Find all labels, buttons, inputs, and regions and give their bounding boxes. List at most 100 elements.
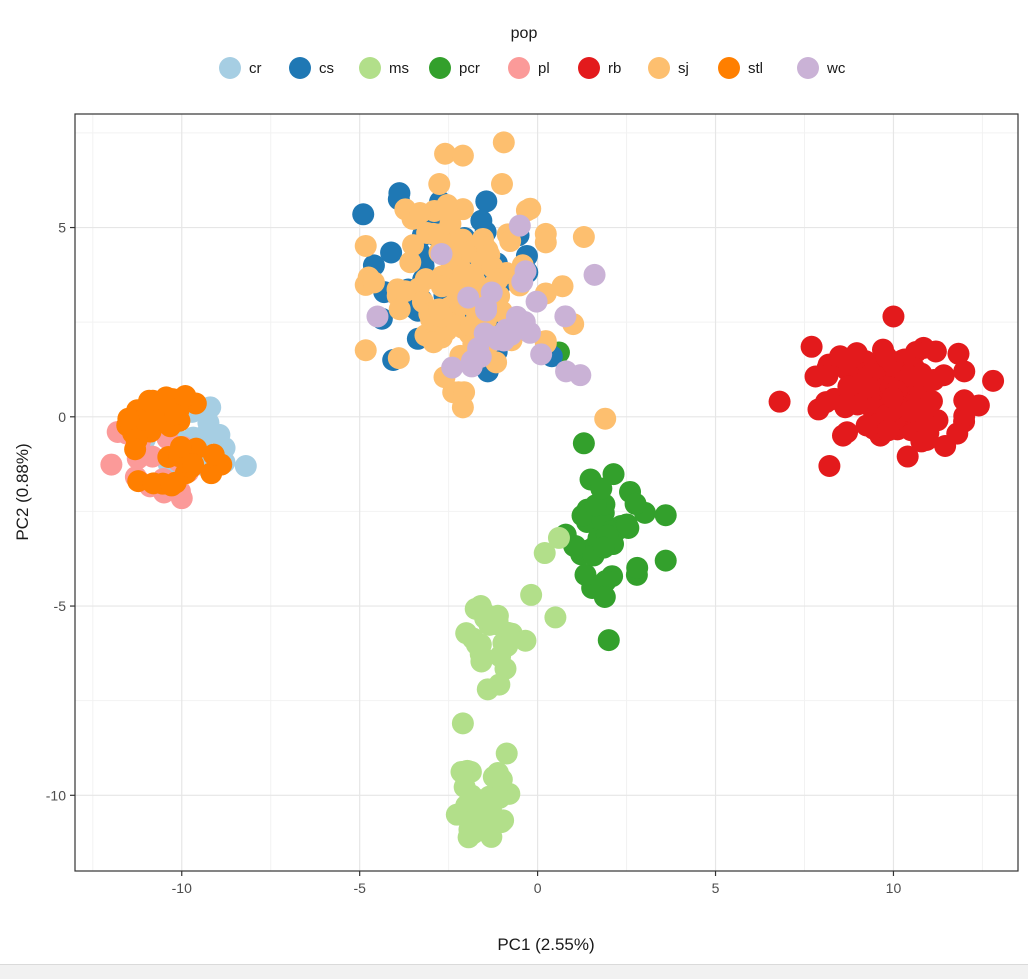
legend-item-cr: cr [219,57,262,79]
point-ms [544,606,567,629]
series-wc [366,214,606,387]
x-tick-label: 0 [534,880,542,896]
point-sj [451,396,474,419]
point-rb [896,445,919,468]
point-sj [422,331,445,354]
legend-key-rb [578,57,600,79]
window-bottom-bar [0,964,1028,979]
point-stl [169,436,192,459]
point-wc [441,356,464,379]
legend-key-stl [718,57,740,79]
point-rb [967,394,990,417]
legend-label-rb: rb [608,60,621,77]
point-rb [875,345,898,368]
point-rb [804,365,827,388]
point-wc [430,243,453,266]
point-pcr [584,494,607,517]
point-wc [583,263,606,286]
point-wc [475,299,498,322]
legend-item-stl: stl [718,57,763,79]
legend-key-pl [508,57,530,79]
point-pcr [615,513,638,536]
point-ms [469,643,492,666]
legend-title: pop [511,25,538,42]
point-ms [495,742,518,765]
point-rb [881,386,904,409]
legend-key-ms [359,57,381,79]
point-wc [525,290,548,313]
point-wc [494,318,517,341]
point-sj [409,202,432,225]
legend-item-cs: cs [289,57,334,79]
x-tick-label: 5 [712,880,720,896]
legend-label-cr: cr [249,60,262,77]
x-tick-label: -5 [353,880,366,896]
legend-label-ms: ms [389,60,409,77]
point-wc [554,305,577,328]
point-rb [922,368,945,391]
point-stl [202,443,225,466]
point-ms [478,791,501,814]
point-stl [138,389,161,412]
legend-label-pcr: pcr [459,60,480,77]
x-tick-label: 10 [886,880,902,896]
x-axis: -10 -5 0 5 10 [172,871,902,896]
point-ms [455,622,478,645]
point-wc [511,270,534,293]
legend-key-wc [797,57,819,79]
legend-item-ms: ms [359,57,409,79]
point-rb [946,422,969,445]
point-stl [164,403,187,426]
series-stl [116,384,233,497]
point-ms [450,760,473,783]
data-points [100,131,1005,849]
point-rb [900,400,923,423]
point-cr [234,455,257,478]
point-ms [480,825,503,848]
point-sj [428,173,451,196]
point-sj [478,244,501,267]
point-ms [520,583,543,606]
point-stl [160,474,183,497]
legend-label-cs: cs [319,60,334,77]
point-pcr [654,549,677,572]
point-rb [768,390,791,413]
point-stl [182,453,205,476]
point-pcr [574,563,597,586]
point-sj [434,142,457,165]
point-stl [174,384,197,407]
point-ms [496,634,519,657]
point-sj [388,298,411,321]
point-sj [572,226,595,249]
legend-key-cr [219,57,241,79]
point-rb [837,375,860,398]
legend-item-rb: rb [578,57,621,79]
point-rb [845,342,868,365]
point-pcr [597,629,620,652]
point-sj [451,260,474,283]
point-sj [354,234,377,257]
legend-item-pl: pl [508,57,550,79]
legend-item-wc: wc [797,57,846,79]
point-rb [833,394,856,417]
point-rb [832,424,855,447]
point-wc [457,286,480,309]
x-tick-label: -10 [172,880,192,896]
point-rb [856,376,879,399]
point-ms [462,822,485,845]
point-rb [800,335,823,358]
point-sj [451,198,474,221]
legend-item-sj: sj [648,57,689,79]
point-pcr [590,477,613,500]
point-wc [508,214,531,237]
point-pcr [626,556,649,579]
x-axis-label: PC1 (2.55%) [497,935,594,954]
point-sj [490,173,513,196]
point-rb [877,419,900,442]
point-wc [366,305,389,328]
point-stl [155,386,178,409]
legend-key-pcr [429,57,451,79]
y-tick-label: -10 [46,787,66,803]
point-pl [100,453,123,476]
